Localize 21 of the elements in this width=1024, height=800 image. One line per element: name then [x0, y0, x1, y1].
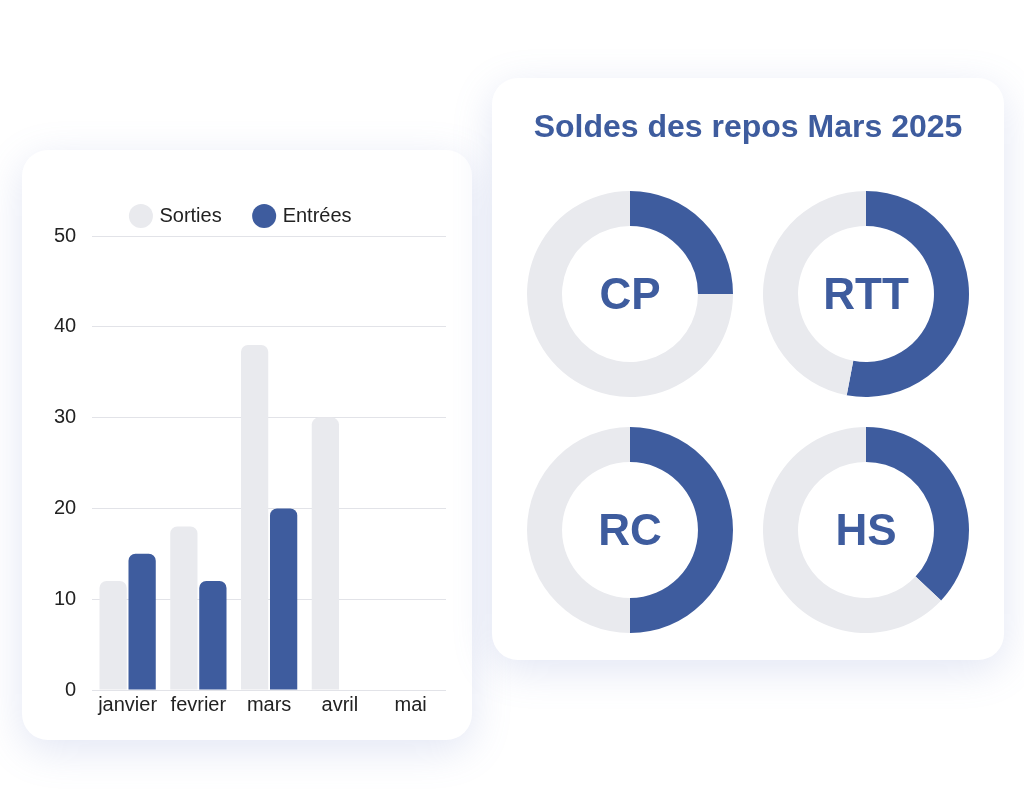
text: CP	[599, 269, 661, 318]
x-tick-label: mai	[394, 692, 427, 715]
y-tick-label: 20	[54, 495, 77, 518]
x-tick-label: avril	[321, 692, 359, 715]
legend-label: Entrées	[282, 203, 352, 226]
y-tick-label: 10	[54, 586, 77, 609]
legend-label: Sorties	[159, 203, 222, 226]
y-tick-label: 40	[54, 314, 77, 337]
text: Soldes des repos Mars 2025	[533, 108, 963, 145]
text: RC	[598, 505, 662, 554]
text: RTT	[823, 269, 909, 318]
x-tick-label: janvier	[97, 692, 158, 715]
text: HS	[835, 505, 897, 554]
bar	[128, 553, 156, 690]
y-tick-label: 0	[65, 677, 77, 700]
y-tick-label: 50	[54, 223, 77, 246]
bar	[199, 581, 227, 690]
x-tick-label: mars	[246, 692, 292, 715]
y-tick-label: 30	[54, 405, 77, 428]
x-tick-label: fevrier	[170, 692, 227, 715]
bar	[269, 508, 298, 690]
